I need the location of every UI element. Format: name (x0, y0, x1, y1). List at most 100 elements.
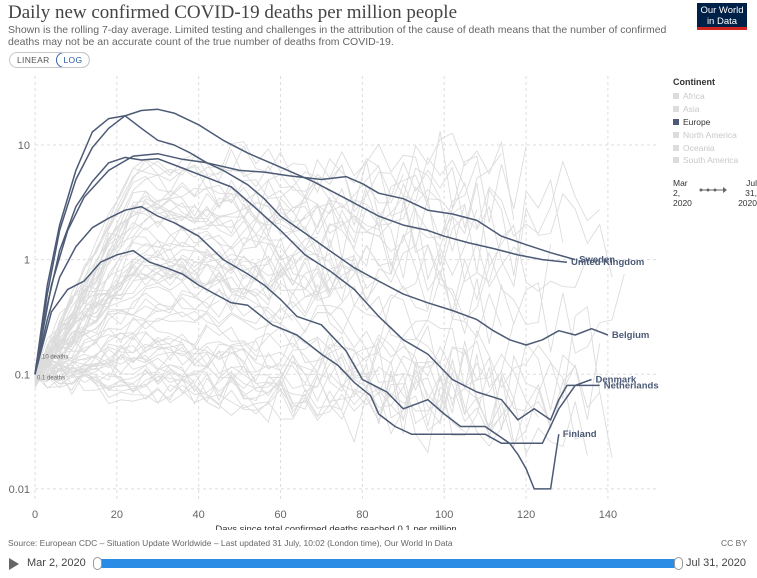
background-country-line (34, 343, 601, 428)
linear-scale-button[interactable]: LINEAR (17, 55, 50, 65)
log-scale-button[interactable]: LOG (55, 53, 90, 67)
legend-label: Africa (683, 91, 705, 102)
background-country-line (34, 164, 441, 383)
background-country-line (34, 232, 527, 367)
legend-swatch (673, 106, 679, 113)
series-label-belgium: Belgium (612, 330, 649, 341)
background-country-line (34, 352, 588, 445)
background-country-line (34, 215, 306, 386)
background-country-line (34, 131, 527, 386)
y-tick-label: 1 (24, 255, 30, 267)
series-label-finland: Finland (563, 429, 597, 440)
legend-label: Oceania (683, 142, 715, 153)
chart-subtitle: Shown is the rolling 7-day average. Limi… (8, 24, 667, 48)
x-tick-label: 60 (274, 509, 286, 521)
background-country-line (34, 208, 478, 381)
background-country-line (34, 362, 318, 397)
background-country-line (34, 334, 429, 392)
background-country-line (34, 192, 613, 364)
series-line-netherlands (34, 156, 600, 421)
background-country-line (34, 366, 294, 410)
background-country-line (34, 338, 195, 371)
annotation-label: 0.1 deaths (37, 375, 65, 381)
legend-item-south-america[interactable]: South America (673, 154, 738, 167)
license-link[interactable]: CC BY (721, 538, 747, 548)
background-country-line (34, 178, 564, 378)
series-line-finland (34, 249, 560, 490)
background-country-line (34, 156, 466, 385)
logo-line-2: in Data (706, 16, 738, 27)
x-tick-label: 80 (356, 509, 368, 521)
timeline-start-label: Mar 2, 2020 (27, 557, 86, 569)
x-tick-label: 100 (435, 509, 453, 521)
time-end-label: Jul 31, 2020 (738, 178, 757, 208)
source-note: Source: European CDC – Situation Update … (8, 538, 453, 548)
series-line-sweden (34, 152, 576, 375)
series-line-united-kingdom (34, 108, 568, 375)
owid-logo[interactable]: Our World in Data (697, 3, 747, 30)
x-tick-label: 0 (32, 509, 38, 521)
annotation-label: 0.10 deaths (37, 354, 68, 360)
legend-swatch (673, 118, 679, 125)
legend-swatch (673, 157, 679, 164)
background-country-line (34, 242, 355, 370)
background-country-line (34, 188, 466, 388)
timeline-start-handle[interactable] (93, 557, 102, 570)
background-country-line (34, 320, 379, 383)
x-tick-label: 20 (111, 509, 123, 521)
background-country-line (34, 358, 588, 456)
legend-label: Asia (683, 104, 700, 115)
background-country-line (34, 206, 195, 377)
timeline-end-handle[interactable] (674, 557, 683, 570)
scale-toggle[interactable]: LINEAR LOG (9, 52, 91, 68)
legend-label: North America (683, 129, 737, 140)
chart-title: Daily new confirmed COVID-19 deaths per … (8, 2, 458, 23)
x-tick-label: 140 (599, 509, 617, 521)
play-icon[interactable] (9, 558, 19, 570)
y-tick-label: 0.1 (15, 369, 30, 381)
logo-line-1: Our World (700, 5, 744, 16)
legend-label: South America (683, 155, 739, 166)
continent-legend: Continent Africa Asia Europe North America O… (673, 77, 738, 167)
y-tick-label: 0.01 (9, 484, 30, 496)
legend-item-north-america[interactable]: North America (673, 128, 738, 141)
y-tick-label: 10 (18, 140, 30, 152)
legend-item-asia[interactable]: Asia (673, 103, 738, 116)
background-country-line (34, 325, 441, 381)
x-axis-label: Days since total confirmed deaths reache… (215, 524, 456, 530)
background-country-line (34, 303, 294, 383)
background-country-line (34, 233, 355, 388)
x-tick-label: 120 (517, 509, 535, 521)
legend-swatch (673, 93, 679, 100)
background-country-line (34, 227, 294, 386)
background-country-line (34, 320, 208, 384)
series-label-denmark: Denmark (596, 375, 637, 386)
background-country-line (34, 359, 502, 435)
background-country-line (34, 285, 428, 380)
series-label-united-kingdom: United Kingdom (571, 257, 644, 268)
background-country-line (34, 132, 515, 380)
time-range-arrow-icon (699, 187, 727, 193)
series-label-sweden: Sweden (579, 255, 615, 266)
legend-label: Europe (683, 116, 711, 127)
legend-item-europe[interactable]: Europe (673, 116, 738, 129)
x-tick-label: 40 (193, 509, 205, 521)
background-country-line (34, 289, 220, 384)
timeline-end-label: Jul 31, 2020 (686, 557, 746, 569)
background-country-line (34, 153, 502, 365)
background-country-line (34, 283, 502, 368)
background-country-line (34, 361, 490, 425)
legend-title: Continent (673, 77, 715, 87)
background-country-line (34, 348, 502, 416)
series-label-netherlands: Netherlands (604, 380, 659, 391)
background-country-line (34, 274, 625, 370)
timeline-track[interactable] (97, 559, 678, 568)
legend-item-africa[interactable]: Africa (673, 90, 738, 103)
legend-item-oceania[interactable]: Oceania (673, 141, 738, 154)
background-country-line (34, 174, 404, 367)
series-line-belgium (34, 115, 609, 375)
timeline-slider[interactable]: Mar 2, 2020 Jul 31, 2020 (0, 555, 757, 575)
legend-swatch (673, 144, 679, 151)
legend-swatch (673, 131, 679, 138)
